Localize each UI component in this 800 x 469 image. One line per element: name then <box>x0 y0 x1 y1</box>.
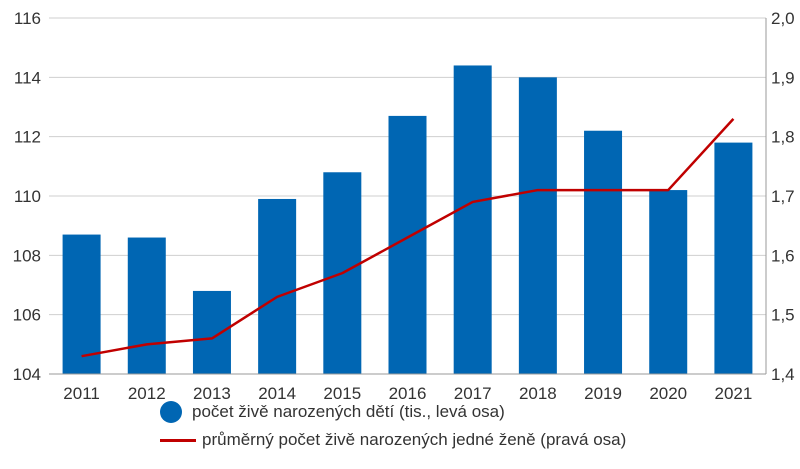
legend-label-births: počet živě narozených dětí (tis., levá o… <box>192 402 505 421</box>
y-right-tick-label: 1,6 <box>771 246 795 265</box>
y-left-tick-label: 106 <box>13 306 41 325</box>
x-tick-label: 2021 <box>714 384 752 403</box>
y-right-tick-label: 1,7 <box>771 187 795 206</box>
y-left-tick-label: 114 <box>14 68 41 87</box>
line-series <box>81 118 735 358</box>
bar <box>584 130 623 374</box>
y-right-tick-label: 1,8 <box>771 128 795 147</box>
y-right-tick-label: 1,4 <box>771 365 795 384</box>
x-tick-label: 2014 <box>258 384 296 403</box>
x-tick-label: 2011 <box>63 384 100 403</box>
bar <box>127 237 166 374</box>
right-axis-ticks: 1,4 1,5 1,6 1,7 1,8 1,9 2,0 <box>765 9 795 384</box>
y-left-tick-label: 108 <box>13 246 41 265</box>
x-axis-ticks: 2011 2012 2013 2014 2015 2016 2017 2018 2019 2020… <box>49 373 766 403</box>
x-tick-label: 2019 <box>584 384 622 403</box>
y-left-tick-label: 104 <box>13 365 41 384</box>
y-right-tick-label: 1,5 <box>771 306 795 325</box>
x-tick-label: 2017 <box>454 384 492 403</box>
y-right-tick-label: 1,9 <box>771 68 795 87</box>
x-tick-label: 2013 <box>193 384 231 403</box>
x-tick-label: 2015 <box>323 384 361 403</box>
legend-item-births: počet živě narozených dětí (tis., levá o… <box>160 401 505 423</box>
x-tick-label: 2012 <box>128 384 166 403</box>
bar-series <box>62 65 753 375</box>
legend-label-fertility: průměrný počet živě narozených jedné žen… <box>202 430 627 449</box>
line-path <box>81 118 735 358</box>
bar <box>649 190 688 374</box>
legend-bar-swatch <box>160 401 182 423</box>
bar <box>258 198 297 374</box>
bar <box>714 142 753 374</box>
bar <box>62 234 101 374</box>
left-axis-ticks: 104 106 108 110 112 114 116 <box>13 9 41 384</box>
bar <box>518 77 557 374</box>
bar <box>453 65 492 374</box>
y-right-tick-label: 2,0 <box>771 9 795 28</box>
x-tick-label: 2018 <box>519 384 557 403</box>
x-tick-label: 2020 <box>649 384 687 403</box>
legend-item-fertility: průměrný počet živě narozených jedné žen… <box>160 430 626 450</box>
bar <box>192 290 231 374</box>
y-left-tick-label: 116 <box>14 9 41 28</box>
y-left-tick-label: 112 <box>14 128 41 147</box>
x-tick-label: 2016 <box>389 384 427 403</box>
y-left-tick-label: 110 <box>14 187 41 206</box>
legend-line-swatch <box>160 438 196 442</box>
